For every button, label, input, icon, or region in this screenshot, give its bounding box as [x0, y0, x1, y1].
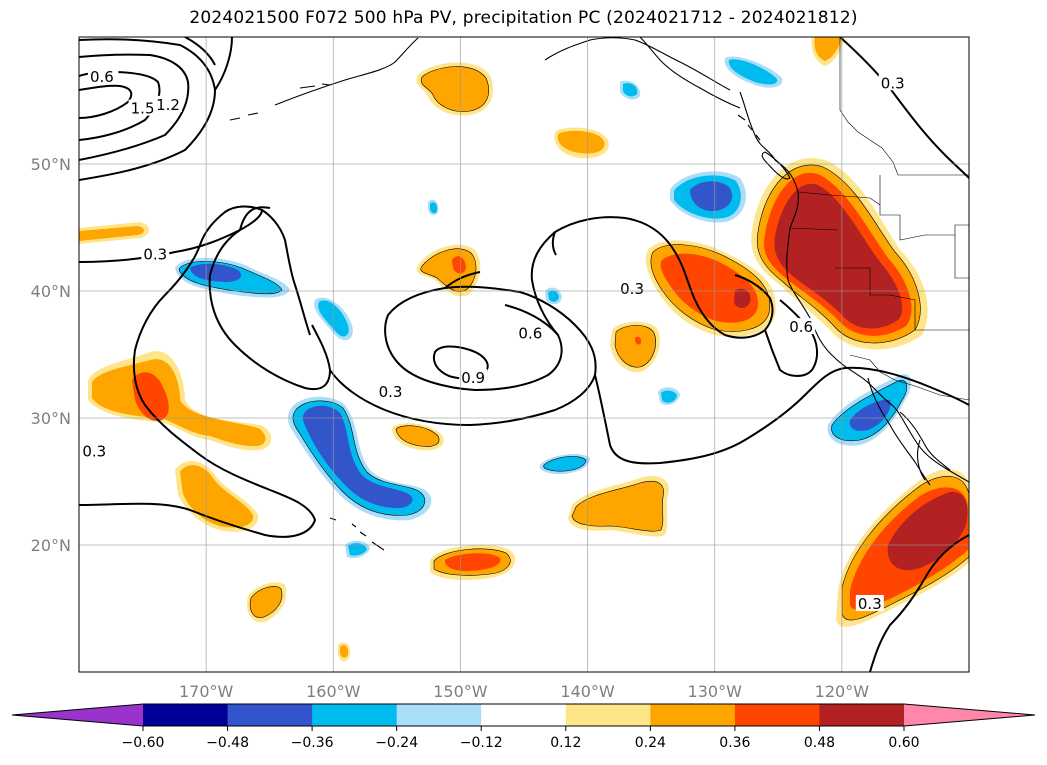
- latitude-labels: 20°N 30°N 40°N 50°N: [31, 155, 71, 555]
- coastlines: [229, 37, 969, 551]
- lon-label-3: 140°W: [560, 682, 615, 701]
- contour-label-6: 0.9: [459, 368, 488, 387]
- colorbar-tick-label-6: 0.24: [635, 735, 666, 751]
- svg-text:0.6: 0.6: [518, 324, 542, 342]
- colorbar-extend-high: [904, 704, 1035, 726]
- contour-label-12: 0.3: [855, 594, 884, 613]
- colorbar-extend-low: [12, 704, 143, 726]
- contour-label-4: 0.3: [141, 246, 170, 264]
- contour-label-8: 0.3: [618, 280, 647, 298]
- svg-text:0.3: 0.3: [881, 74, 905, 92]
- colorbar-tick-label-2: −0.36: [291, 735, 334, 751]
- precip-blob-172w-25n: [175, 460, 259, 532]
- svg-text:0.3: 0.3: [82, 443, 106, 461]
- map-background: [79, 37, 969, 672]
- lon-label-5: 120°W: [815, 682, 870, 701]
- colorbar-tick-label-9: 0.60: [888, 735, 919, 751]
- svg-text:0.3: 0.3: [379, 383, 403, 401]
- colorbar-tick-label-3: −0.24: [375, 735, 418, 751]
- lon-label-1: 160°W: [306, 682, 361, 701]
- contour-labels: 0.90.61.51.20.30.30.90.60.30.30.30.60.3: [80, 66, 907, 613]
- colorbar: −0.60 −0.48 −0.36 −0.24 −0.12 0.12 0.24 0.36 0.4…: [11, 703, 1036, 751]
- colorbar-segment-0: [143, 704, 229, 726]
- colorbar-tick-label-5: 0.12: [550, 735, 581, 751]
- contour-label-10: 0.3: [878, 74, 907, 92]
- map-content: 0.90.61.51.20.30.30.90.60.30.30.30.60.3: [79, 37, 969, 672]
- svg-text:0.3: 0.3: [143, 246, 167, 264]
- contour-label-3: 1.2: [154, 95, 182, 114]
- svg-text:1.5: 1.5: [131, 100, 155, 118]
- colorbar-segment-1: [227, 704, 313, 726]
- map-title: 2024021500 F072 500 hPa PV, precipitatio…: [189, 8, 858, 28]
- svg-text:0.6: 0.6: [789, 318, 813, 336]
- colorbar-tick-label-0: −0.60: [122, 735, 165, 751]
- map-frame: [78, 36, 970, 673]
- contour-label-2: 1.5: [128, 99, 157, 118]
- svg-text:1.2: 1.2: [156, 96, 180, 114]
- contour-label-9: 0.3: [80, 442, 109, 461]
- colorbar-segment-6: [650, 704, 736, 726]
- colorbar-segment-4: [481, 704, 567, 726]
- colorbar-tick-label-4: −0.12: [460, 735, 503, 751]
- lat-label-3: 50°N: [31, 155, 71, 174]
- svg-text:0.3: 0.3: [858, 595, 882, 613]
- contour-label-5: 0.3: [376, 382, 405, 401]
- grid-lines: [79, 37, 969, 672]
- colorbar-segment-5: [565, 704, 651, 726]
- precip-blob-130w-40n: [645, 240, 776, 337]
- colorbar-tick-label-1: −0.48: [206, 735, 249, 751]
- colorbar-segment-3: [396, 704, 482, 726]
- contour-label-7: 0.6: [516, 324, 545, 342]
- political-borders: [789, 37, 969, 401]
- lon-label-0: 170°W: [179, 682, 234, 701]
- colorbar-tick-label-8: 0.48: [804, 735, 835, 751]
- contour-label-11: 0.6: [787, 318, 816, 336]
- lat-label-0: 20°N: [31, 536, 71, 555]
- lon-label-4: 130°W: [688, 682, 743, 701]
- contour-label-1: 0.6: [87, 67, 116, 86]
- svg-text:0.6: 0.6: [90, 68, 114, 86]
- precip-outlines: [178, 66, 969, 621]
- colorbar-tick-label-7: 0.36: [719, 735, 750, 751]
- lat-label-2: 40°N: [31, 282, 71, 301]
- svg-text:0.3: 0.3: [620, 280, 644, 298]
- svg-text:0.9: 0.9: [461, 369, 485, 387]
- lon-label-2: 150°W: [433, 682, 488, 701]
- precip-negative-130w-48n: [670, 171, 746, 223]
- longitude-labels: 170°W 160°W 150°W 140°W 130°W 120°W: [179, 682, 869, 701]
- colorbar-segment-7: [734, 704, 820, 726]
- lat-label-1: 30°N: [31, 409, 71, 428]
- precip-negative-168w-41n: [175, 257, 290, 298]
- colorbar-segment-8: [819, 704, 905, 726]
- colorbar-segment-2: [312, 704, 398, 726]
